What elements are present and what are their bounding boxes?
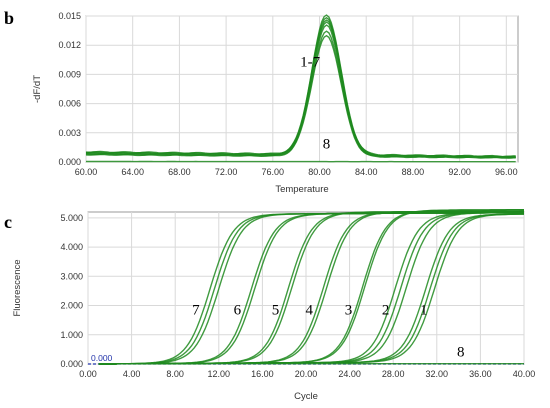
x-axis-title-b: Temperature — [275, 184, 328, 195]
x-tick-label: 28.00 — [382, 369, 405, 379]
amplification-chart: 0.000 0.00 4.00 8.00 12.00 16.00 20.00 24.00 28… — [12, 209, 535, 402]
y-axis-title-b: -dF/dT — [32, 75, 43, 103]
annotations-c: 7 6 5 4 3 2 1 8 — [192, 302, 464, 360]
x-tick-label: 24.00 — [338, 369, 361, 379]
x-tick-label: 80.00 — [308, 167, 331, 177]
x-tick-label: 60.00 — [75, 167, 98, 177]
x-tick-label: 40.00 — [513, 369, 536, 379]
series-lines-c: 0.000 — [88, 209, 524, 365]
x-tick-label: 12.00 — [208, 369, 231, 379]
x-tick-label: 8.00 — [166, 369, 184, 379]
y-tick-label: 2.000 — [60, 301, 83, 311]
annotations-b: 1-7 8 — [300, 55, 330, 153]
curve-label: 5 — [272, 302, 280, 318]
y-tick-label: 4.000 — [60, 242, 83, 252]
x-tick-label: 68.00 — [168, 167, 191, 177]
x-axis-title-c: Cycle — [294, 391, 318, 402]
y-tick-label: 0.003 — [58, 128, 81, 138]
curve-label: 2 — [382, 302, 390, 318]
y-tick-label: 0.006 — [58, 99, 81, 109]
y-tick-label: 1.000 — [60, 330, 83, 340]
x-tick-label: 36.00 — [469, 369, 492, 379]
y-tick-label: 0.012 — [58, 40, 81, 50]
y-tick-label: 3.000 — [60, 271, 83, 281]
melt-curve-chart: 60.00 64.00 68.00 72.00 76.00 80.00 84.00 88.00… — [32, 11, 519, 195]
x-tick-label: 32.00 — [426, 369, 449, 379]
x-tick-label: 20.00 — [295, 369, 318, 379]
x-tick-label: 64.00 — [121, 167, 144, 177]
panel-letter-c: c — [4, 212, 12, 232]
x-tick-label: 84.00 — [355, 167, 378, 177]
y-tick-label: 0.015 — [58, 11, 81, 21]
x-tick-label: 4.00 — [123, 369, 141, 379]
plot-area-b — [85, 15, 519, 163]
melt-curve-line — [85, 34, 516, 159]
curve-label: 4 — [306, 302, 314, 318]
tick-labels-b: 60.00 64.00 68.00 72.00 76.00 80.00 84.00 88.00… — [58, 11, 517, 177]
y-tick-label: 5.000 — [60, 213, 83, 223]
curve-label: 7 — [192, 302, 200, 318]
x-tick-label: 76.00 — [262, 167, 285, 177]
threshold-label: 0.000 — [91, 353, 113, 363]
curve-label: 8 — [457, 345, 465, 361]
x-tick-label: 88.00 — [402, 167, 425, 177]
curve-label: 8 — [323, 136, 331, 152]
curve-label: 3 — [345, 302, 353, 318]
x-tick-label: 96.00 — [495, 167, 518, 177]
tick-labels-c: 0.00 4.00 8.00 12.00 16.00 20.00 24.00 28.00 32.… — [60, 213, 535, 379]
x-tick-label: 16.00 — [251, 369, 274, 379]
curve-label: 6 — [234, 302, 242, 318]
y-axis-title-c: Fluorescence — [12, 259, 23, 316]
y-tick-label: 0.000 — [60, 359, 83, 369]
x-tick-label: 92.00 — [448, 167, 471, 177]
curve-label: 1 — [420, 302, 428, 318]
y-tick-label: 0.000 — [58, 157, 81, 167]
series-lines-b — [85, 14, 516, 163]
panel-letter-b: b — [4, 8, 14, 28]
y-tick-label: 0.009 — [58, 69, 81, 79]
curve-label: 1-7 — [300, 55, 320, 71]
x-tick-label: 72.00 — [215, 167, 238, 177]
x-tick-label: 0.00 — [79, 369, 97, 379]
